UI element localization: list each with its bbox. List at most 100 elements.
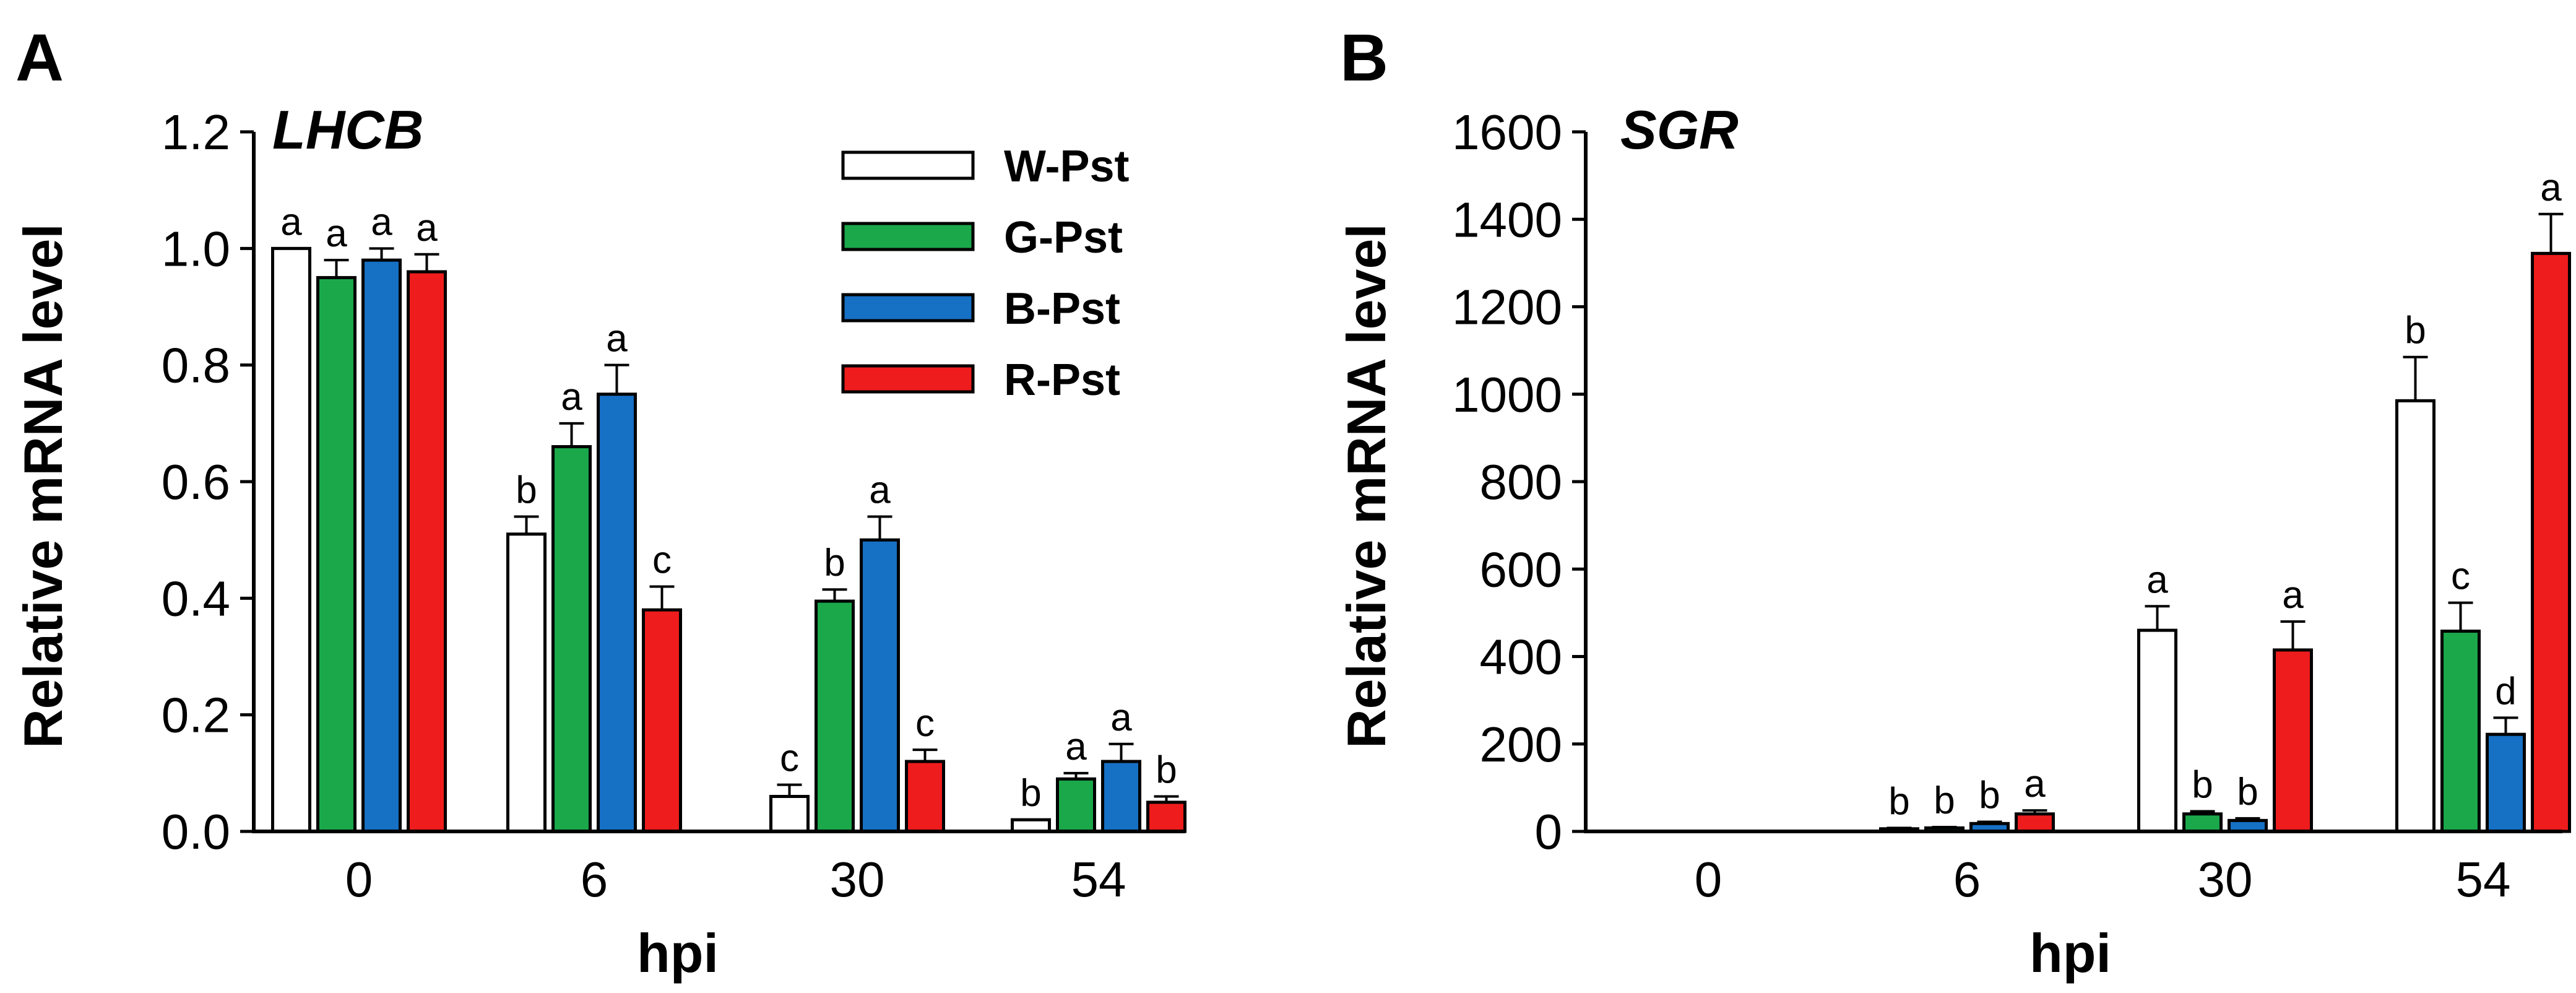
panel-a-y-tick-label: 1.2 bbox=[162, 105, 230, 160]
sig-letter-b-w-pst-30: a bbox=[2146, 558, 2168, 601]
panel-b: B Relative mRNA level hpi SGR 0200400600… bbox=[1336, 20, 2571, 984]
panel-a: A Relative mRNA level hpi LHCB 0.0 0.2 0.4… bbox=[12, 20, 1186, 984]
bar-b-r-pst-30 bbox=[2273, 648, 2313, 833]
bar-a-b-pst-54 bbox=[1101, 760, 1141, 833]
panel-b-y-tick-label: 1000 bbox=[1452, 367, 1562, 422]
bar-b-r-pst-6 bbox=[2015, 812, 2055, 833]
legend-swatch-b-pst bbox=[841, 293, 975, 323]
panel-b-y-tick-label: 200 bbox=[1480, 717, 1562, 772]
sig-letter-a-r-pst-0: a bbox=[416, 207, 438, 249]
bar-b-w-pst-54 bbox=[2395, 399, 2436, 833]
panel-b-y-tick-label: 400 bbox=[1480, 630, 1562, 685]
panel-b-x-axis-title: hpi bbox=[2029, 922, 2111, 984]
sig-letter-a-w-pst-54: b bbox=[1020, 772, 1041, 815]
legend-swatch-w-pst bbox=[841, 150, 975, 180]
panel-letter-b: B bbox=[1340, 20, 1388, 95]
sig-letter-a-r-pst-30: c bbox=[915, 702, 935, 745]
bar-a-w-pst-30 bbox=[769, 795, 810, 833]
bar-a-r-pst-54 bbox=[1146, 800, 1186, 833]
sig-letter-b-b-pst-6: b bbox=[1979, 774, 2000, 817]
bar-a-w-pst-6 bbox=[506, 532, 547, 833]
panel-b-y-tick-label: 1400 bbox=[1452, 192, 1562, 247]
panel-b-y-tick-label: 1600 bbox=[1452, 105, 1562, 160]
bar-a-r-pst-0 bbox=[407, 270, 447, 833]
sig-letter-b-w-pst-6: b bbox=[1888, 780, 1909, 823]
panel-a-y-tick-label: 0.6 bbox=[162, 454, 230, 510]
sig-letter-a-r-pst-6: c bbox=[652, 539, 672, 582]
sig-letter-a-g-pst-6: a bbox=[561, 376, 582, 418]
bar-a-w-pst-0 bbox=[271, 246, 311, 833]
bar-a-g-pst-54 bbox=[1056, 777, 1096, 833]
panel-a-x-tick-label: 30 bbox=[830, 852, 885, 907]
bar-b-g-pst-54 bbox=[2440, 630, 2481, 833]
panel-a-y-tick-label: 0.8 bbox=[162, 338, 230, 393]
panel-b-y-tick-label: 0 bbox=[1535, 804, 1563, 859]
sig-letter-b-r-pst-6: a bbox=[2024, 763, 2046, 805]
legend-swatch-r-pst bbox=[841, 364, 975, 394]
panel-letter-a: A bbox=[15, 20, 64, 95]
sig-letter-a-w-pst-0: a bbox=[280, 201, 302, 243]
panel-b-x-ticks: 0 6 30 54 bbox=[1695, 852, 2511, 907]
panel-a-x-tick-label: 6 bbox=[581, 852, 608, 907]
panel-b-x-tick-label: 30 bbox=[2198, 852, 2253, 907]
sig-letter-a-b-pst-30: a bbox=[869, 469, 891, 512]
sig-letter-a-g-pst-0: a bbox=[326, 212, 347, 255]
bar-a-r-pst-30 bbox=[905, 760, 945, 833]
bar-b-r-pst-54 bbox=[2531, 251, 2571, 833]
sig-letter-a-g-pst-54: a bbox=[1065, 726, 1087, 768]
panel-a-x-ticks: 0 6 30 54 bbox=[345, 852, 1126, 907]
sig-letter-b-g-pst-54: c bbox=[2451, 555, 2470, 598]
panel-b-x-tick-label: 54 bbox=[2456, 852, 2511, 907]
sig-letter-b-g-pst-30: b bbox=[2192, 764, 2213, 807]
panel-a-x-tick-label: 54 bbox=[1071, 852, 1126, 907]
panel-b-gene-title: SGR bbox=[1620, 99, 1739, 160]
panel-b-x-tick-label: 0 bbox=[1695, 852, 1722, 907]
panel-a-y-tick-label: 1.0 bbox=[162, 221, 230, 276]
panel-a-y-ticks: 0.0 0.2 0.4 0.6 0.8 1.0 1.2 bbox=[162, 105, 254, 859]
panel-a-x-tick-label: 0 bbox=[345, 852, 373, 907]
panel-a-bars bbox=[271, 246, 1186, 833]
panel-a-y-tick-label: 0.0 bbox=[162, 804, 230, 859]
sig-letter-b-r-pst-54: a bbox=[2540, 167, 2562, 209]
panel-b-y-tick-label: 600 bbox=[1480, 542, 1562, 597]
legend-label-b-pst: B-Pst bbox=[1004, 284, 1120, 334]
bar-a-b-pst-30 bbox=[860, 538, 900, 833]
legend-label-g-pst: G-Pst bbox=[1004, 213, 1123, 262]
sig-letter-b-g-pst-6: b bbox=[1934, 779, 1955, 822]
sig-letter-a-g-pst-30: b bbox=[824, 542, 845, 584]
bar-a-r-pst-6 bbox=[642, 608, 682, 833]
bar-b-g-pst-30 bbox=[2182, 812, 2223, 833]
panel-b-y-tick-label: 800 bbox=[1480, 454, 1562, 510]
panel-b-y-ticks: 0 200 400 600 800 1000 1200 1400 1600 bbox=[1452, 105, 1586, 859]
bar-a-g-pst-30 bbox=[815, 599, 855, 833]
panel-b-bars bbox=[1879, 212, 2571, 833]
panel-b-y-tick-label: 1200 bbox=[1452, 280, 1562, 335]
sig-letter-b-w-pst-54: b bbox=[2405, 310, 2426, 352]
legend-label-w-pst: W-Pst bbox=[1004, 142, 1130, 191]
panel-a-gene-title: LHCB bbox=[272, 99, 423, 160]
legend: W-Pst G-Pst B-Pst R-Pst bbox=[841, 142, 1130, 405]
panel-a-y-tick-label: 0.2 bbox=[162, 688, 230, 743]
panel-a-y-tick-label: 0.4 bbox=[162, 571, 230, 626]
legend-label-r-pst: R-Pst bbox=[1004, 355, 1120, 405]
sig-letter-a-b-pst-0: a bbox=[371, 201, 392, 243]
sig-letter-a-b-pst-6: a bbox=[606, 318, 628, 360]
bar-b-w-pst-30 bbox=[2137, 628, 2177, 833]
sig-letter-a-w-pst-6: b bbox=[516, 469, 537, 512]
bar-a-b-pst-6 bbox=[597, 392, 637, 833]
bar-b-b-pst-54 bbox=[2486, 732, 2526, 833]
bar-a-g-pst-6 bbox=[551, 445, 592, 833]
sig-letter-b-b-pst-54: d bbox=[2495, 670, 2516, 713]
sig-letter-a-w-pst-30: c bbox=[780, 737, 799, 780]
sig-letter-a-b-pst-54: a bbox=[1110, 696, 1132, 739]
panel-a-y-axis-title: Relative mRNA level bbox=[12, 223, 74, 748]
panel-b-y-axis-title: Relative mRNA level bbox=[1336, 223, 1397, 748]
sig-letter-b-b-pst-30: b bbox=[2237, 771, 2258, 813]
bar-a-b-pst-0 bbox=[361, 258, 402, 833]
sig-letter-a-r-pst-54: b bbox=[1156, 749, 1177, 792]
panel-b-x-tick-label: 6 bbox=[1953, 852, 1981, 907]
bar-a-g-pst-0 bbox=[316, 275, 357, 833]
